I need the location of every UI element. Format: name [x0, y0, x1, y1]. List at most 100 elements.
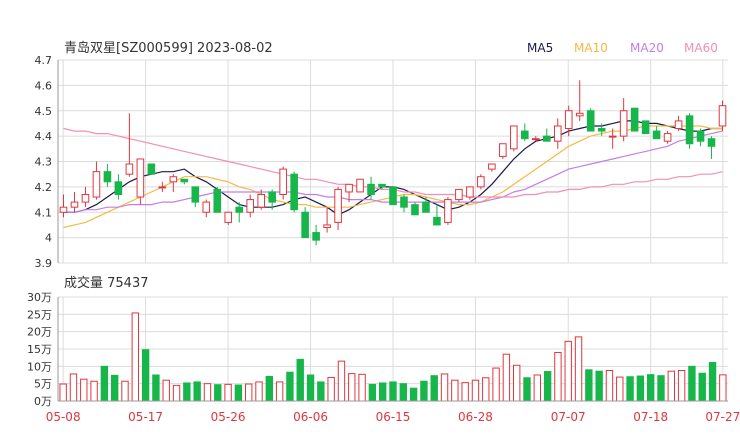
- volume-bar: [719, 374, 727, 402]
- candle-body: [488, 163, 496, 170]
- date-axis: 05-08 05-17 05-26 06-06 06-15 06-28 07-07 07-18…: [46, 400, 740, 424]
- volume-bar: [131, 312, 140, 402]
- volume-tick-label: 25万: [27, 308, 52, 321]
- candle-body: [70, 201, 79, 208]
- candle-body: [334, 188, 342, 223]
- date-tick-label: 05-17: [128, 410, 163, 424]
- volume-bar: [708, 362, 717, 402]
- candle-body: [663, 133, 672, 142]
- volume-bar: [152, 374, 160, 402]
- volume-bar: [430, 375, 438, 402]
- volume-bar: [677, 369, 686, 402]
- volume-bar: [533, 374, 542, 402]
- volume-bar: [327, 376, 335, 402]
- candle-body: [202, 201, 211, 213]
- candle-body: [521, 130, 529, 140]
- candle-body: [114, 181, 123, 195]
- volume-bar: [296, 358, 304, 402]
- volume-bar: [162, 379, 170, 402]
- date-tick-label: 06-15: [376, 410, 411, 424]
- candle-body: [279, 168, 287, 195]
- volume-bar: [286, 371, 294, 402]
- volume-bar: [265, 375, 274, 402]
- chart-title: 青岛双星[SZ000599] 2023-08-02: [64, 40, 273, 56]
- candle-body: [696, 130, 705, 142]
- legend-ma60: MA60: [684, 41, 718, 55]
- volume-bar: [244, 383, 253, 402]
- candle-body: [191, 186, 200, 203]
- candle-body: [323, 224, 331, 228]
- volume-bar: [172, 384, 181, 402]
- volume-bars: [59, 312, 727, 402]
- candle-body: [312, 232, 320, 241]
- volume-bar: [69, 373, 78, 402]
- volume-bar: [564, 340, 572, 402]
- candle-body: [652, 130, 661, 140]
- candle-body: [499, 143, 507, 157]
- candle-body: [213, 188, 222, 213]
- candle-body: [180, 178, 189, 183]
- candle-body: [685, 115, 694, 145]
- candle-body: [103, 171, 112, 183]
- volume-bar: [183, 382, 191, 402]
- price-grid: [58, 59, 728, 264]
- candle-body: [345, 183, 353, 193]
- candle-body: [125, 163, 134, 175]
- volume-bar: [420, 380, 428, 402]
- volume-bar: [141, 349, 150, 402]
- date-tick-label: 05-26: [211, 410, 246, 424]
- volume-bar: [80, 378, 88, 402]
- volume-bar: [358, 373, 366, 402]
- candle-body: [564, 110, 573, 130]
- candle-body: [466, 186, 474, 198]
- volume-bar: [502, 353, 511, 402]
- volume-title: 成交量 75437: [64, 275, 149, 291]
- candle-body: [389, 186, 397, 206]
- volume-bar: [482, 377, 490, 402]
- candle-body: [422, 201, 430, 213]
- candle-body: [444, 199, 452, 223]
- volume-bar: [306, 374, 315, 402]
- volume-bar: [688, 365, 696, 402]
- volume-bar: [440, 373, 449, 402]
- candle-body: [707, 138, 716, 147]
- candle-body: [477, 176, 485, 188]
- volume-bar: [646, 374, 655, 402]
- candle-body: [718, 105, 727, 127]
- volume-tick-label: 5万: [34, 378, 52, 391]
- volume-bar: [317, 381, 325, 402]
- volume-bar: [523, 377, 531, 402]
- date-tick-label: 07-27: [705, 410, 740, 424]
- volume-tick-label: 10万: [27, 360, 52, 373]
- candle-body: [641, 120, 650, 135]
- volume-bar: [378, 382, 387, 402]
- volume-bar: [512, 364, 521, 402]
- volume-bar: [471, 379, 480, 402]
- volume-bar: [399, 383, 408, 402]
- candle-body: [356, 178, 364, 193]
- date-tick-label: 06-28: [458, 410, 493, 424]
- volume-tick-label: 15万: [27, 343, 52, 356]
- volume-bar: [409, 387, 418, 402]
- candle-body: [169, 176, 178, 183]
- candle-body: [136, 158, 145, 198]
- volume-axis: 0万 5万 10万 15万 20万 25万 30万: [27, 291, 59, 408]
- candle-body: [235, 206, 244, 213]
- candle-body: [510, 125, 518, 150]
- candle-body: [674, 120, 683, 130]
- date-tick-label: 06-06: [293, 410, 328, 424]
- volume-bar: [255, 381, 263, 402]
- candle-body: [224, 211, 233, 223]
- candle-body: [575, 112, 584, 117]
- price-axis: 3.9 4 4.1 4.2 4.3 4.4 4.5 4.6 4.7: [35, 54, 59, 270]
- candle-body: [608, 135, 617, 138]
- volume-bar: [626, 376, 634, 402]
- volume-bar: [543, 371, 552, 402]
- volume-tick-label: 20万: [27, 326, 52, 339]
- price-tick-label: 4.2: [35, 181, 53, 194]
- candle-body: [411, 204, 419, 216]
- price-tick-label: 4.6: [35, 79, 53, 92]
- candle-body: [619, 110, 628, 137]
- candle-body: [81, 193, 90, 203]
- volume-bar: [59, 383, 67, 402]
